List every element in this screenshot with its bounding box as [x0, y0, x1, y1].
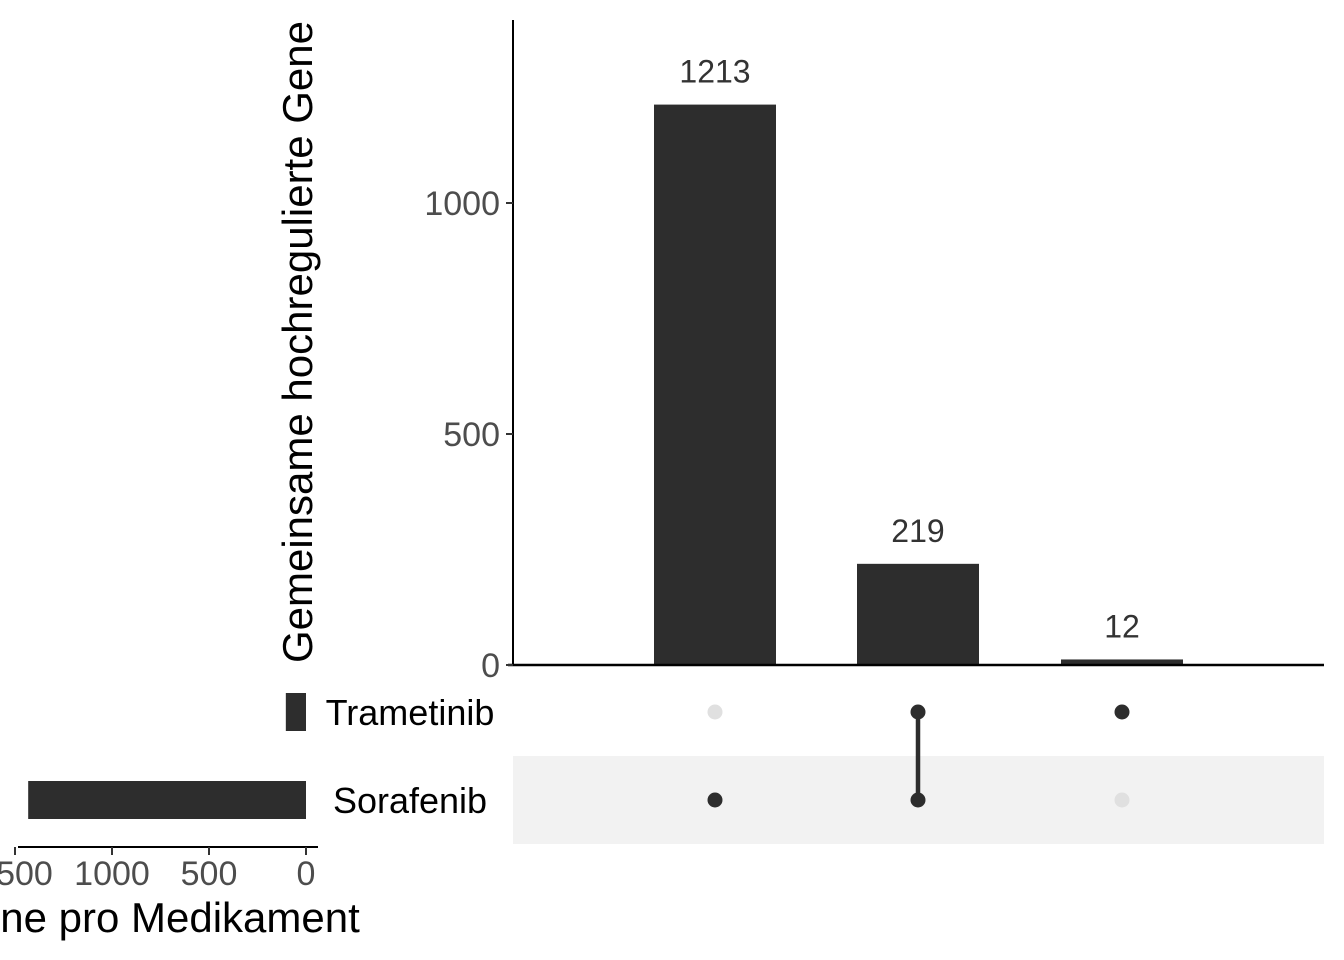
intersection-y-axis-title: Gemeinsame hochregulierte Gene: [274, 21, 321, 663]
intersection-bar-label: 1213: [679, 54, 750, 90]
intersection-bar: [857, 563, 979, 665]
matrix-dot-active: [910, 792, 926, 808]
y-tick-label: 0: [481, 647, 500, 685]
set-size-bars: Trametinib Sorafenib: [28, 692, 494, 821]
set-size-x-axis: 1500 1000 500 0: [0, 846, 318, 893]
intersection-bar-label: 12: [1104, 608, 1140, 644]
intersection-y-axis: 0 500 1000: [424, 20, 1324, 685]
set-x-tick-label: 0: [297, 855, 316, 893]
matrix-dot-active: [1114, 704, 1130, 720]
set-size-bar: [285, 693, 306, 731]
matrix-dot-active: [910, 704, 926, 720]
set-name-label: Trametinib: [326, 692, 495, 733]
intersection-bar: [1061, 659, 1183, 665]
y-tick-label: 1000: [424, 185, 500, 223]
set-size-bar: [28, 781, 307, 819]
intersection-bar-label: 219: [891, 513, 944, 549]
intersection-bars: 1213 219 12: [654, 54, 1183, 666]
matrix-dot-active: [707, 792, 723, 808]
intersection-matrix: [513, 704, 1324, 844]
set-size-x-axis-title: Gene pro Medikament: [0, 894, 360, 941]
matrix-dot-inactive: [1114, 792, 1130, 808]
set-x-tick-label: 500: [181, 855, 238, 893]
matrix-dot-inactive: [707, 704, 723, 720]
intersection-bar: [654, 104, 776, 666]
y-tick-label: 500: [443, 416, 500, 454]
set-x-tick-label: 1500: [0, 855, 53, 893]
set-x-tick-label: 1000: [74, 855, 150, 893]
set-name-label: Sorafenib: [333, 780, 487, 821]
